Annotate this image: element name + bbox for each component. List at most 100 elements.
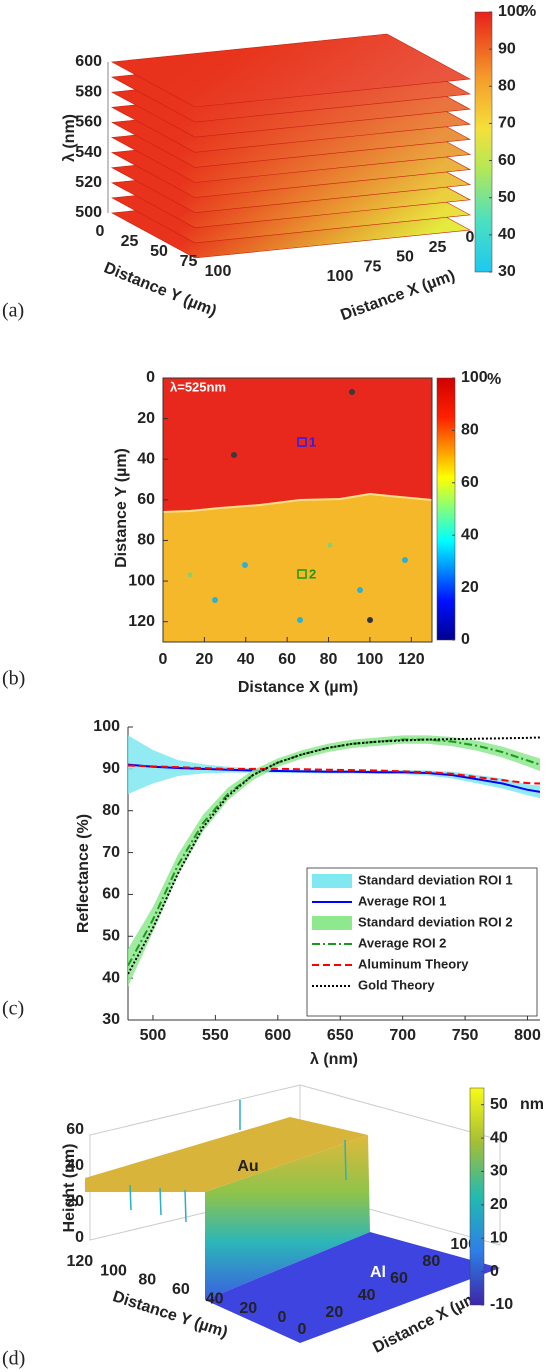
y-tick-label: 30 [102, 1011, 120, 1028]
y-tick-label: 60 [172, 1281, 190, 1298]
y-tick-label: 100 [205, 263, 232, 280]
y-tick-label: 0 [278, 1309, 287, 1326]
colorbar-tick-label: 60 [461, 474, 479, 491]
ylabel: Distance Y (µm) [113, 448, 130, 568]
y-tick-label: 50 [150, 243, 168, 260]
zlabel: Height (nm) [61, 1144, 78, 1233]
series-line [128, 764, 540, 785]
y-tick-label: 40 [102, 969, 120, 986]
colorbar-tick-label: 80 [498, 78, 516, 95]
x-tick-label: 500 [140, 1027, 167, 1044]
y-tick-label: 75 [180, 253, 198, 270]
panel-label: (b) [2, 668, 25, 690]
y-tick-label: 100 [100, 1262, 127, 1279]
colorbar-unit: nm [520, 1096, 544, 1113]
z-tick-label: 60 [66, 1121, 84, 1138]
y-tick-label: 120 [128, 613, 155, 630]
z-tick-label: 560 [75, 114, 102, 131]
colorbar-tick-label: 60 [498, 152, 516, 169]
y-tick-label: 60 [102, 886, 120, 903]
legend-swatch [312, 874, 352, 888]
xlabel: λ (nm) [310, 1051, 358, 1068]
x-tick-label: 60 [390, 1270, 408, 1287]
colorbar-tick-label: 30 [498, 263, 516, 280]
y-tick-label: 0 [96, 223, 105, 240]
legend-label: Gold Theory [358, 977, 435, 992]
surface-image [85, 1084, 501, 1343]
std-band [128, 735, 540, 799]
x-tick-label: 600 [264, 1027, 291, 1044]
x-tick-label: 100 [357, 651, 384, 668]
x-tick-label: 0 [466, 229, 475, 246]
z-tick-label: 580 [75, 83, 102, 100]
wavelength-sheet [111, 33, 471, 108]
colorbar-tick-label: 90 [498, 40, 516, 57]
colorbar-unit: % [522, 3, 536, 20]
panel-label: (d) [2, 1348, 25, 1370]
series-line [128, 738, 540, 967]
x-tick-label: 40 [237, 651, 255, 668]
xlabel: Distance X (µm) [338, 267, 457, 324]
x-tick-label: 800 [514, 1027, 541, 1044]
y-tick-label: 100 [128, 572, 155, 589]
x-tick-label: 0 [159, 651, 168, 668]
x-tick-label: 25 [429, 239, 447, 256]
x-tick-label: 650 [327, 1027, 354, 1044]
ylabel: Distance Y (µm) [101, 259, 218, 320]
colorbar-tick-label: 20 [490, 1196, 508, 1213]
y-tick-label: 80 [138, 1272, 156, 1289]
y-tick-label: 25 [121, 233, 139, 250]
y-tick-label: 50 [102, 928, 120, 945]
x-tick-label: 80 [422, 1253, 440, 1270]
y-tick-label: 70 [102, 844, 120, 861]
x-tick-label: 100 [327, 268, 354, 285]
roi-label: 1 [309, 434, 316, 449]
colorbar-tick-label: 50 [490, 1096, 508, 1113]
z-tick-label: 20 [66, 1193, 84, 1210]
y-tick-label: 60 [137, 491, 155, 508]
colorbar-tick-label: 40 [461, 526, 479, 543]
colorbar-tick-label: 50 [498, 189, 516, 206]
y-tick-label: 20 [137, 410, 155, 427]
colorbar-tick-label: 100 [461, 369, 488, 386]
y-tick-label: 100 [93, 718, 120, 735]
colorbar [436, 377, 456, 641]
colorbar-tick-label: 10 [490, 1229, 508, 1246]
y-tick-label: 80 [102, 802, 120, 819]
colorbar [474, 11, 493, 273]
colorbar-tick-label: 40 [498, 226, 516, 243]
x-tick-label: 550 [202, 1027, 229, 1044]
x-tick-label: 20 [325, 1304, 343, 1321]
colorbar-tick-label: -10 [490, 1296, 513, 1313]
annotation: Au [237, 1158, 258, 1175]
z-tick-label: 540 [75, 144, 102, 161]
x-tick-label: 60 [278, 651, 296, 668]
legend-label: Aluminum Theory [358, 956, 469, 971]
legend-swatch [312, 916, 352, 930]
colorbar-tick-label: 0 [490, 1263, 499, 1280]
y-tick-label: 20 [239, 1300, 257, 1317]
x-tick-label: 50 [396, 249, 414, 266]
x-tick-label: 40 [358, 1287, 376, 1304]
z-tick-label: 520 [75, 174, 102, 191]
colorbar-tick-label: 80 [461, 422, 479, 439]
colorbar-tick-label: 70 [498, 115, 516, 132]
x-tick-label: 0 [298, 1321, 307, 1338]
zlabel: λ (nm) [61, 114, 78, 162]
colorbar-tick-label: 0 [461, 631, 470, 648]
colorbar-tick-label: 100 [498, 3, 525, 20]
z-tick-label: 40 [66, 1157, 84, 1174]
panel-label: (c) [2, 998, 24, 1020]
colorbar-tick-label: 40 [490, 1129, 508, 1146]
legend-label: Average ROI 2 [358, 935, 446, 950]
legend-box [306, 867, 538, 1017]
colorbar-tick-label: 30 [490, 1163, 508, 1180]
x-tick-label: 80 [320, 651, 338, 668]
plot-area [128, 735, 540, 987]
x-tick-label: 75 [364, 258, 382, 275]
y-tick-label: 120 [66, 1253, 93, 1270]
xlabel: Distance X (µm) [238, 679, 358, 696]
y-tick-label: 80 [137, 532, 155, 549]
z-tick-label: 600 [75, 53, 102, 70]
